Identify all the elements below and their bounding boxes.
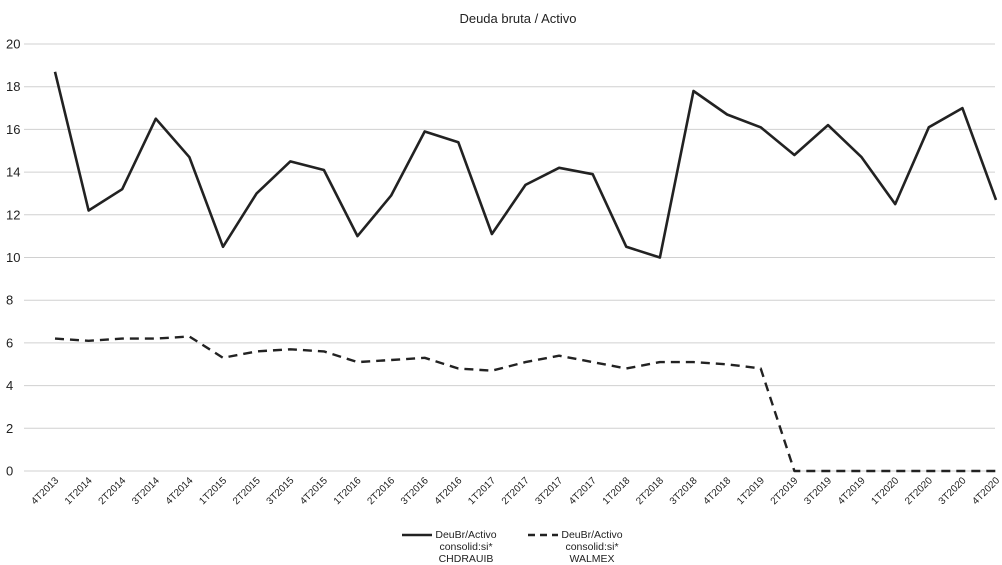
x-tick-label: 3T2017 [533,475,565,507]
x-tick-label: 2T2020 [903,475,935,507]
x-tick-label: 4T2016 [433,475,465,507]
legend: DeuBr/Activoconsolid:si*CHDRAUIBDeuBr/Ac… [402,529,623,565]
x-tick-label: 3T2015 [265,475,297,507]
x-axis-tick-labels: 4T2013 1T2014 2T2014 3T2014 4T2014 1T2015 2T20… [29,475,1002,507]
x-tick-label: 2T2018 [634,475,666,507]
x-tick-label: 3T2020 [937,475,969,507]
legend-label-2: WALMEX [569,553,614,565]
x-tick-label: 4T2017 [567,475,599,507]
legend-label-2: consolid:si* [565,541,618,553]
x-tick-label: 2T2015 [231,475,263,507]
x-tick-label: 4T2015 [298,475,330,507]
x-tick-label: 1T2015 [197,475,229,507]
x-tick-label: 2T2017 [500,475,532,507]
y-axis-tick-labels: 0 2 4 6 8 10 12 14 16 18 20 [6,37,20,479]
x-tick-label: 4T2018 [701,475,733,507]
legend-label-1: CHDRAUIB [439,553,494,565]
y-tick-label: 14 [6,165,20,180]
y-tick-label: 12 [6,207,20,222]
y-tick-label: 18 [6,79,20,94]
y-tick-label: 16 [6,122,20,137]
x-tick-label: 3T2019 [802,475,834,507]
x-tick-label: 3T2016 [399,475,431,507]
y-tick-label: 0 [6,464,13,479]
x-tick-label: 4T2013 [29,475,61,507]
series-lines [53,71,998,473]
chart-title: Deuda bruta / Activo [459,11,576,26]
x-tick-label: 1T2019 [735,475,767,507]
x-tick-label: 1T2014 [63,475,95,507]
x-tick-label: 1T2016 [332,475,364,507]
y-tick-label: 8 [6,293,13,308]
x-tick-label: 3T2014 [130,475,162,507]
legend-label-2: DeuBr/Activo [561,529,622,541]
x-tick-label: 4T2014 [164,475,196,507]
y-tick-label: 6 [6,335,13,350]
legend-label-1: DeuBr/Activo [435,529,496,541]
y-tick-label: 10 [6,250,20,265]
x-tick-label: 4T2019 [836,475,868,507]
y-tick-label: 4 [6,378,13,393]
series-line-2 [54,335,996,473]
legend-label-1: consolid:si* [439,541,492,553]
x-tick-label: 1T2017 [466,475,498,507]
y-tick-label: 2 [6,421,13,436]
x-tick-label: 4T2020 [970,475,1002,507]
x-tick-label: 2T2019 [769,475,801,507]
x-tick-label: 2T2016 [365,475,397,507]
x-tick-label: 1T2018 [601,475,633,507]
series-line-1 [53,71,998,259]
x-tick-label: 1T2020 [870,475,902,507]
x-tick-label: 3T2018 [668,475,700,507]
gridlines [24,43,995,472]
x-tick-label: 2T2014 [97,475,129,507]
y-tick-label: 20 [6,37,20,52]
